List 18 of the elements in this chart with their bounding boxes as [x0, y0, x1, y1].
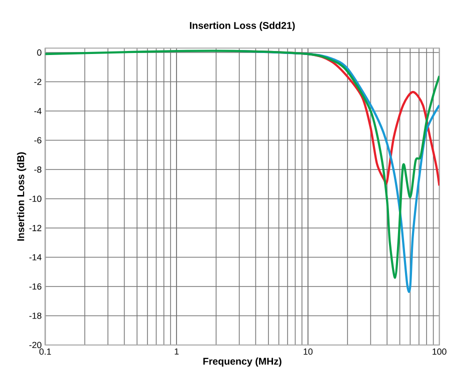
y-tick-label: 0 — [37, 49, 42, 56]
y-tick-label: -6 — [34, 136, 42, 144]
x-tick-label: 100 — [432, 348, 446, 355]
y-tick-label: -8 — [34, 166, 42, 172]
x-tick-label: 1 — [174, 348, 179, 354]
y-tick-label: -4 — [34, 108, 42, 114]
x-tick-label: 0.1 — [39, 348, 51, 355]
chart-title: Insertion Loss (Sdd21) — [190, 22, 295, 31]
y-tick-label: -16 — [29, 283, 42, 290]
y-tick-label: -14 — [29, 254, 42, 260]
y-axis-title: Insertion Loss (dB) — [16, 152, 26, 241]
x-axis-title: Frequency (MHz) — [203, 357, 282, 367]
x-tick-label: 10 — [304, 348, 313, 355]
y-tick-label: -10 — [29, 195, 42, 202]
y-tick-label: -18 — [29, 312, 42, 319]
y-tick-label: -2 — [34, 78, 42, 85]
y-tick-label: -12 — [29, 224, 42, 231]
y-tick-label: -20 — [29, 342, 42, 348]
